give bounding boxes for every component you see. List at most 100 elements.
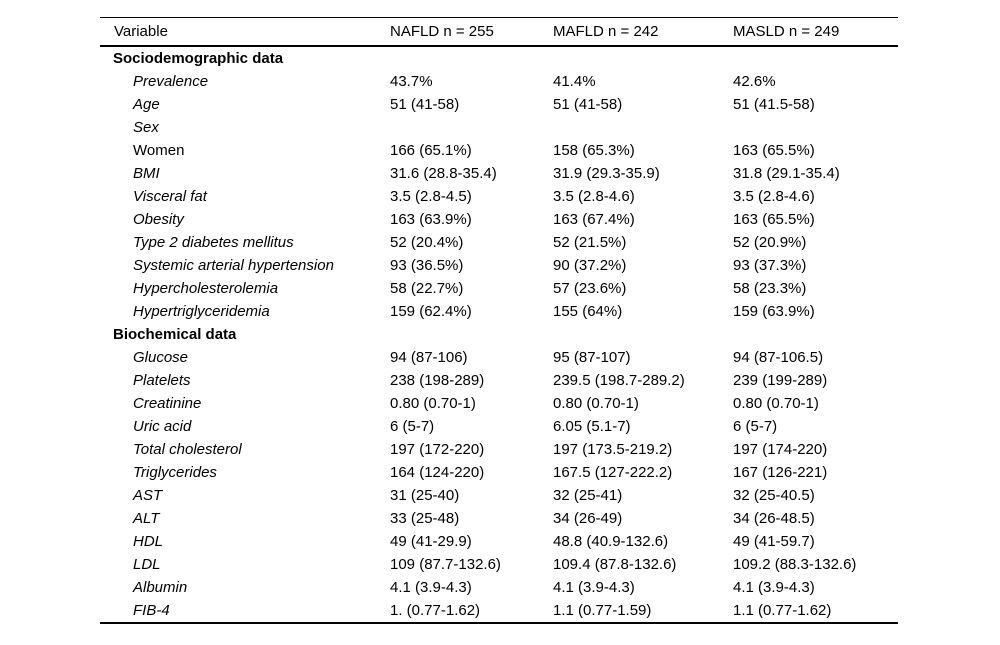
section-title: Sociodemographic data [113,50,284,67]
row-label: Uric acid [133,418,192,435]
cell-value: 48.8 (40.9-132.6) [553,533,669,550]
header-row: Variable NAFLD n = 255 MAFLD n = 242 MAS… [100,17,898,47]
row-label: HDL [133,533,164,550]
cell-value: 163 (67.4%) [553,211,635,228]
table-row: Albumin 4.1 (3.9-4.3) 4.1 (3.9-4.3) 4.1 (3.… [100,576,898,599]
cell-value: 3.5 (2.8-4.6) [553,188,635,205]
cell-value: 163 (65.5%) [733,211,815,228]
paper-table-container: Variable NAFLD n = 255 MAFLD n = 242 MAS… [100,17,898,624]
table-row: Hypertriglyceridemia 159 (62.4%) 155 (64%)… [100,300,898,323]
cell-value: 238 (198-289) [390,372,485,389]
cell-value: 49 (41-29.9) [390,533,472,550]
cell-value: 90 (37.2%) [553,257,627,274]
row-label: Triglycerides [133,464,217,481]
cell-value: 43.7% [390,73,433,90]
cell-value: 6.05 (5.1-7) [553,418,631,435]
row-label: BMI [133,165,160,182]
cell-value: 52 (21.5%) [553,234,627,251]
table-row: Type 2 diabetes mellitus 52 (20.4%) 52 (21… [100,231,898,254]
row-label: Obesity [133,211,184,228]
cell-value: 0.80 (0.70-1) [733,395,819,412]
cell-value: 49 (41-59.7) [733,533,815,550]
cell-value: 167 (126-221) [733,464,828,481]
cell-value: 31 (25-40) [390,487,460,504]
cell-value: 3.5 (2.8-4.5) [390,188,472,205]
table-row: Age 51 (41-58) 51 (41-58) 51 (41.5-58) [100,93,898,116]
cell-value: 164 (124-220) [390,464,485,481]
row-label: Creatinine [133,395,202,412]
cell-value [390,116,553,139]
cell-value [553,116,733,139]
row-label: Platelets [133,372,191,389]
cell-value: 51 (41.5-58) [733,96,815,113]
cell-value: 33 (25-48) [390,510,460,527]
row-label: LDL [133,556,161,573]
cell-value: 52 (20.4%) [390,234,464,251]
table-row: Hypercholesterolemia 58 (22.7%) 57 (23.6%)… [100,277,898,300]
row-label: Systemic arterial hypertension [133,257,334,274]
table-row: AST 31 (25-40) 32 (25-41) 32 (25-40.5) [100,484,898,507]
table-row: HDL 49 (41-29.9) 48.8 (40.9-132.6) 49 (41-5… [100,530,898,553]
table-row: Visceral fat 3.5 (2.8-4.5) 3.5 (2.8-4.6) 3.… [100,185,898,208]
row-label: Hypercholesterolemia [133,280,279,297]
table-row: FIB-4 1. (0.77-1.62) 1.1 (0.77-1.59) 1.1 (0… [100,599,898,623]
cell-value: 159 (63.9%) [733,303,815,320]
table-header: Variable NAFLD n = 255 MAFLD n = 242 MAS… [100,17,898,47]
cell-value: 163 (63.9%) [390,211,472,228]
cell-value: 159 (62.4%) [390,303,472,320]
section-title: Biochemical data [113,326,237,343]
cell-value: 197 (172-220) [390,441,485,458]
cell-value: 6 (5-7) [733,418,778,435]
cell-value: 34 (26-48.5) [733,510,815,527]
section-header-row: Biochemical data [100,323,898,346]
cell-value: 239.5 (198.7-289.2) [553,372,685,389]
cell-value: 93 (37.3%) [733,257,807,274]
cell-value: 6 (5-7) [390,418,435,435]
row-label: Total cholesterol [133,441,242,458]
cell-value: 167.5 (127-222.2) [553,464,673,481]
cell-value: 93 (36.5%) [390,257,464,274]
cell-value: 32 (25-41) [553,487,623,504]
row-label: Women [133,142,185,159]
cell-value: 239 (199-289) [733,372,828,389]
table-row: ALT 33 (25-48) 34 (26-49) 34 (26-48.5) [100,507,898,530]
row-label: Type 2 diabetes mellitus [133,234,294,251]
column-header-mafld: MAFLD n = 242 [553,17,733,47]
cell-value: 41.4% [553,73,596,90]
table-row: BMI 31.6 (28.8-35.4) 31.9 (29.3-35.9) 31.8 … [100,162,898,185]
table-row: Creatinine 0.80 (0.70-1) 0.80 (0.70-1) 0.80… [100,392,898,415]
cell-value: 31.8 (29.1-35.4) [733,165,840,182]
cell-value: 95 (87-107) [553,349,631,366]
row-label: Prevalence [133,73,209,90]
cell-value: 109 (87.7-132.6) [390,556,501,573]
cell-value: 155 (64%) [553,303,623,320]
cell-value: 51 (41-58) [390,96,460,113]
cell-value: 0.80 (0.70-1) [553,395,639,412]
column-header-masld: MASLD n = 249 [733,17,898,47]
column-header-variable: Variable [100,17,390,47]
cell-value: 166 (65.1%) [390,142,472,159]
table-row: Platelets 238 (198-289) 239.5 (198.7-289.2… [100,369,898,392]
table-body: Sociodemographic data Prevalence 43.7% 41.4… [100,46,898,623]
row-label: Hypertriglyceridemia [133,303,270,320]
column-header-nafld: NAFLD n = 255 [390,17,553,47]
cell-value: 0.80 (0.70-1) [390,395,476,412]
cell-value: 58 (22.7%) [390,280,464,297]
table-row: Obesity 163 (63.9%) 163 (67.4%) 163 (65.5%) [100,208,898,231]
row-label: Sex [133,119,159,136]
cell-value: 31.9 (29.3-35.9) [553,165,660,182]
cell-value: 163 (65.5%) [733,142,815,159]
cell-value: 109.4 (87.8-132.6) [553,556,677,573]
cell-value: 57 (23.6%) [553,280,627,297]
cell-value: 94 (87-106) [390,349,468,366]
row-label: FIB-4 [133,602,170,619]
cell-value: 51 (41-58) [553,96,623,113]
comparison-table: Variable NAFLD n = 255 MAFLD n = 242 MAS… [100,17,898,624]
cell-value: 58 (23.3%) [733,280,807,297]
table-row: Sex [100,116,898,139]
table-row: Systemic arterial hypertension 93 (36.5%)… [100,254,898,277]
table-row: Uric acid 6 (5-7) 6.05 (5.1-7) 6 (5-7) [100,415,898,438]
cell-value: 1.1 (0.77-1.59) [553,602,652,619]
cell-value: 158 (65.3%) [553,142,635,159]
